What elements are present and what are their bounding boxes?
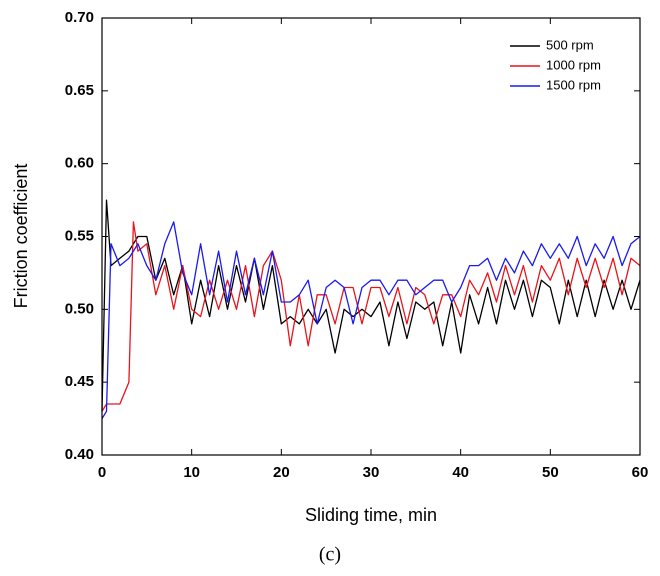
legend-label: 1000 rpm	[546, 57, 601, 72]
y-tick-label: 0.65	[65, 82, 94, 99]
plot-frame	[101, 17, 641, 456]
caption: (c)	[319, 544, 341, 566]
legend-label: 500 rpm	[546, 37, 594, 52]
x-tick-label: 20	[273, 464, 290, 481]
series-line	[101, 221, 641, 412]
x-tick-label: 0	[98, 464, 106, 481]
y-tick-label: 0.70	[65, 9, 94, 26]
series-line	[101, 221, 641, 419]
x-tick-label: 50	[542, 464, 559, 481]
y-tick-label: 0.40	[65, 446, 94, 463]
y-tick-label: 0.60	[65, 155, 94, 172]
y-tick-label: 0.45	[65, 373, 94, 390]
x-tick-label: 40	[452, 464, 469, 481]
series-line	[101, 199, 641, 412]
x-tick-label: 10	[183, 464, 200, 481]
x-axis-title: Sliding time, min	[305, 505, 437, 525]
y-tick-label: 0.50	[65, 300, 94, 317]
x-tick-label: 30	[363, 464, 380, 481]
y-axis-title: Friction coefficient	[11, 164, 31, 309]
legend-label: 1500 rpm	[546, 77, 601, 92]
x-tick-label: 60	[632, 464, 649, 481]
y-tick-label: 0.55	[65, 227, 94, 244]
